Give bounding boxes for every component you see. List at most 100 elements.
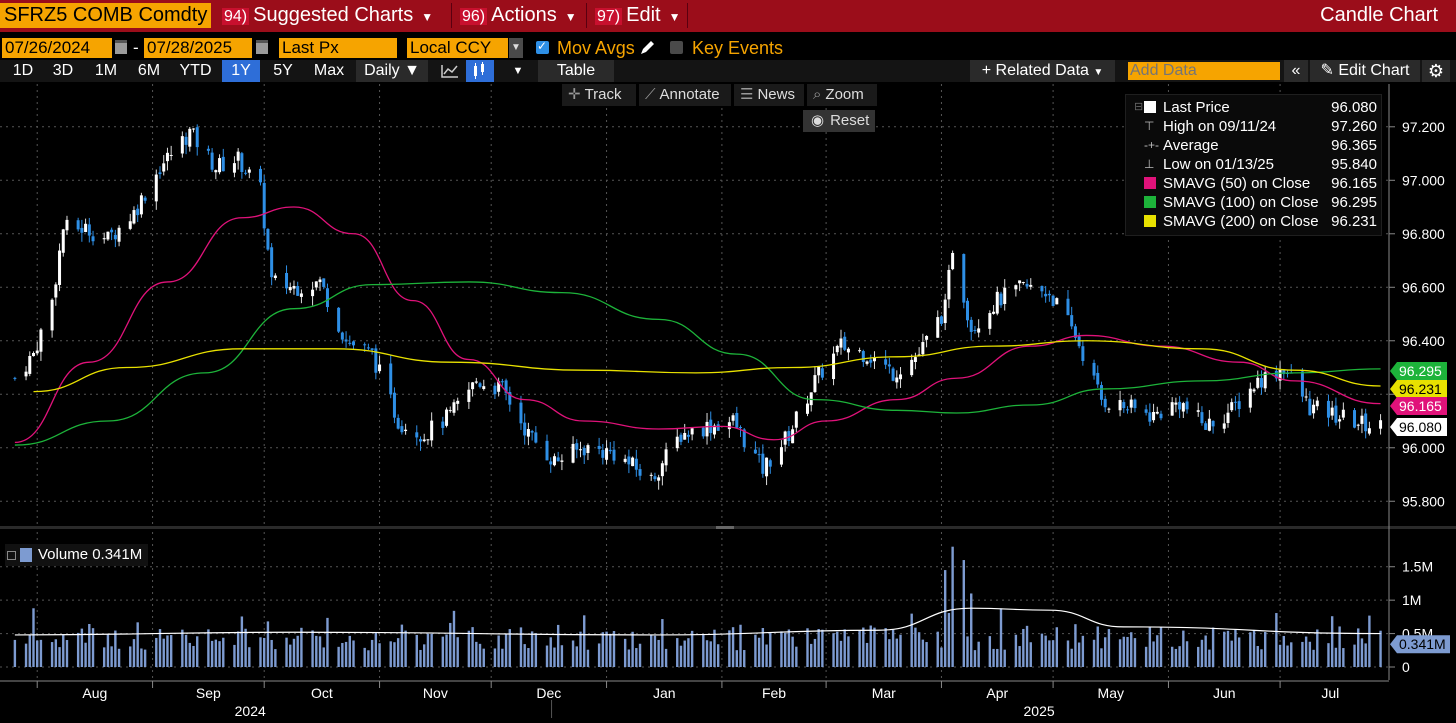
volume-bar[interactable] — [218, 641, 221, 667]
candle[interactable] — [969, 319, 973, 332]
volume-bar[interactable] — [579, 631, 582, 667]
candle[interactable] — [165, 152, 169, 162]
candle[interactable] — [638, 469, 642, 476]
volume-bar[interactable] — [1074, 624, 1077, 667]
candle[interactable] — [143, 197, 147, 201]
candle[interactable] — [1196, 410, 1200, 412]
volume-bar[interactable] — [650, 634, 653, 667]
volume-bar[interactable] — [296, 635, 299, 667]
volume-bar[interactable] — [832, 633, 835, 667]
volume-bar[interactable] — [62, 634, 65, 667]
volume-bar[interactable] — [1211, 627, 1215, 667]
volume-bar[interactable] — [315, 635, 318, 667]
volume-bar[interactable] — [1122, 636, 1125, 667]
volume-bar[interactable] — [988, 636, 992, 667]
candle[interactable] — [184, 136, 188, 145]
volume-bar[interactable] — [1327, 643, 1330, 667]
volume-bar[interactable] — [783, 632, 787, 667]
candle[interactable] — [236, 151, 240, 161]
candle[interactable] — [1014, 285, 1018, 290]
candle[interactable] — [1066, 298, 1070, 316]
range-6m-button[interactable]: 6M — [137, 62, 161, 79]
candle[interactable] — [1144, 409, 1148, 413]
end-date-field[interactable]: 07/28/2025 — [144, 38, 252, 58]
candle[interactable] — [180, 136, 184, 154]
candle[interactable] — [139, 195, 143, 215]
candle[interactable] — [891, 368, 895, 381]
volume-bar[interactable] — [367, 650, 370, 667]
volume-bar[interactable] — [1334, 647, 1338, 667]
candle[interactable] — [787, 431, 791, 442]
volume-bar[interactable] — [292, 638, 296, 667]
candle[interactable] — [258, 168, 262, 183]
volume-bar[interactable] — [1264, 631, 1267, 667]
candle[interactable] — [768, 460, 772, 467]
volume-bar[interactable] — [449, 622, 452, 667]
volume-bar[interactable] — [1018, 646, 1021, 667]
volume-bar[interactable] — [545, 645, 549, 667]
volume-bar[interactable] — [1308, 641, 1312, 667]
candle[interactable] — [288, 287, 292, 291]
volume-bar[interactable] — [858, 630, 861, 667]
volume-bar[interactable] — [117, 648, 121, 667]
volume-bar[interactable] — [236, 631, 240, 667]
volume-bar[interactable] — [810, 643, 813, 667]
volume-bar[interactable] — [169, 635, 173, 667]
candle[interactable] — [761, 453, 765, 474]
volume-bar[interactable] — [244, 628, 247, 667]
volume-bar[interactable] — [943, 570, 947, 667]
volume-bar[interactable] — [1249, 632, 1252, 667]
reset-button[interactable]: ◉ Reset — [803, 110, 875, 132]
volume-bar[interactable] — [1364, 643, 1367, 667]
candle[interactable] — [441, 421, 445, 428]
candle[interactable] — [634, 458, 638, 470]
candle[interactable] — [858, 350, 862, 352]
volume-bar[interactable] — [899, 634, 902, 667]
candle[interactable] — [76, 220, 80, 230]
track-tool[interactable]: ✛ Track — [562, 84, 636, 106]
volume-bar[interactable] — [549, 637, 552, 667]
volume-bar[interactable] — [635, 648, 638, 667]
volume-bar[interactable] — [497, 635, 500, 667]
mov-avgs-label[interactable]: Mov Avgs — [557, 38, 635, 58]
volume-bar[interactable] — [1048, 640, 1051, 667]
candle[interactable] — [921, 342, 925, 355]
candle[interactable] — [318, 279, 322, 283]
candle[interactable] — [374, 348, 378, 373]
volume-bar[interactable] — [813, 638, 817, 667]
candle[interactable] — [1200, 412, 1204, 424]
volume-bar[interactable] — [709, 641, 712, 667]
volume-bar[interactable] — [248, 647, 251, 667]
candle[interactable] — [947, 269, 951, 300]
volume-bar[interactable] — [821, 629, 824, 667]
volume-bar[interactable] — [1204, 635, 1207, 667]
volume-bar[interactable] — [1342, 648, 1345, 667]
related-data-menu[interactable]: + Related Data ▼ — [970, 60, 1115, 82]
volume-bar[interactable] — [389, 641, 392, 667]
volume-bar[interactable] — [705, 640, 709, 667]
candle[interactable] — [1152, 411, 1156, 421]
candle[interactable] — [28, 356, 32, 374]
volume-bar[interactable] — [817, 629, 820, 667]
volume-bar[interactable] — [1044, 635, 1047, 667]
candle[interactable] — [1148, 412, 1152, 422]
candle[interactable] — [39, 329, 43, 352]
volume-bar[interactable] — [1360, 638, 1364, 667]
candle[interactable] — [1379, 420, 1383, 429]
candle[interactable] — [188, 128, 192, 147]
volume-bar[interactable] — [862, 627, 865, 667]
candle[interactable] — [1081, 346, 1085, 361]
range-1m-button[interactable]: 1M — [94, 62, 118, 79]
volume-bar[interactable] — [925, 642, 928, 667]
volume-bar[interactable] — [32, 608, 35, 667]
candle[interactable] — [530, 430, 534, 433]
volume-bar[interactable] — [210, 640, 214, 667]
candle[interactable] — [504, 380, 508, 393]
candle[interactable] — [311, 289, 315, 297]
candle[interactable] — [664, 449, 668, 466]
candle[interactable] — [753, 449, 757, 454]
candle[interactable] — [627, 456, 631, 465]
candle[interactable] — [977, 328, 981, 333]
volume-bar[interactable] — [1070, 648, 1073, 667]
volume-bar[interactable] — [114, 630, 117, 667]
